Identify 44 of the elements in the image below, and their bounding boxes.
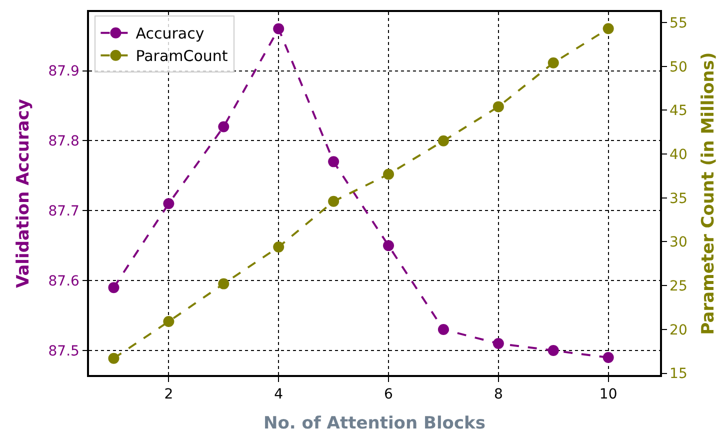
y2-tick-label: 45: [670, 103, 688, 120]
x-tick-label: 8: [494, 386, 503, 403]
y2-axis-title: Parameter Count (in Millions): [698, 52, 718, 335]
point: [492, 338, 504, 350]
point: [108, 282, 120, 294]
point: [163, 316, 174, 328]
y2-tick-label: 20: [670, 322, 688, 338]
point: [218, 278, 230, 290]
y2-tick-label: 25: [670, 278, 688, 294]
y-tick-label: 87.5: [48, 343, 80, 360]
point: [492, 101, 504, 112]
point: [438, 324, 449, 336]
y-tick-label: 87.8: [48, 134, 80, 150]
point: [383, 240, 394, 252]
y-tick-label: 87.6: [48, 273, 80, 290]
point: [108, 352, 120, 364]
point: [548, 57, 559, 68]
legend-label: Accuracy: [136, 24, 204, 43]
point: [548, 345, 559, 356]
x-tick-label: 6: [384, 386, 394, 403]
point: [438, 135, 449, 146]
x-tick-label: 10: [599, 386, 618, 403]
point: [602, 352, 614, 364]
y2-tick-label: 40: [670, 146, 688, 163]
y2-tick-label: 30: [670, 234, 688, 251]
legend-label: ParamCount: [136, 47, 228, 66]
x-tick-label: 2: [164, 386, 174, 403]
point: [163, 198, 174, 210]
y2-tick-label: 55: [670, 15, 688, 32]
y-tick-label: 87.9: [48, 64, 80, 80]
point: [273, 241, 284, 252]
y2-tick-label: 50: [670, 59, 688, 76]
y2-tick-label: 15: [670, 366, 688, 382]
point: [383, 168, 394, 180]
y2-tick-label: 35: [670, 190, 688, 207]
point: [602, 23, 614, 34]
x-tick-label: 4: [274, 386, 284, 403]
y-tick-label: 87.7: [48, 204, 80, 220]
point: [328, 156, 340, 168]
point: [328, 196, 340, 207]
y-axis-title: Validation Accuracy: [13, 98, 34, 288]
x-axis-title: No. of Attention Blocks: [264, 413, 486, 434]
point: [218, 121, 230, 132]
point: [273, 23, 284, 34]
